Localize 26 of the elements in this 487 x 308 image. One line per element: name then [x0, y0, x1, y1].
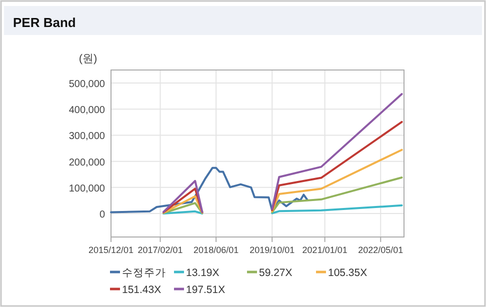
title: PER Band	[13, 15, 76, 30]
xtick: 2017/02/01	[138, 245, 183, 255]
legend-label: 수정주가	[122, 267, 166, 279]
ytick: 500,000	[68, 79, 105, 90]
legend-item: 수정주가	[110, 267, 166, 279]
ylabel: (원)	[78, 53, 98, 65]
legend-item: 59.27X	[247, 267, 292, 279]
ytick: 200,000	[68, 157, 105, 168]
legend-label: 59.27X	[259, 267, 292, 279]
ytick: 100,000	[68, 183, 105, 194]
legend-item: 197.51X	[174, 284, 226, 296]
xtick: 2015/12/01	[88, 245, 134, 255]
ytick: 0	[99, 210, 105, 221]
legend-item: 151.43X	[110, 284, 162, 296]
legend-label: 197.51X	[186, 284, 226, 296]
legend-label: 105.35X	[328, 267, 368, 279]
legend-label: 13.19X	[186, 267, 220, 279]
legend-label: 151.43X	[122, 284, 162, 296]
xtick: 2019/10/01	[250, 245, 295, 255]
legend-item: 13.19X	[174, 267, 220, 279]
xtick: 2022/05/01	[358, 245, 404, 255]
xtick: 2018/06/01	[194, 245, 239, 255]
ytick: 300,000	[68, 131, 105, 142]
xtick: 2021/01/01	[302, 245, 348, 255]
legend-item: 105.35X	[316, 267, 368, 279]
ytick: 400,000	[68, 105, 105, 116]
